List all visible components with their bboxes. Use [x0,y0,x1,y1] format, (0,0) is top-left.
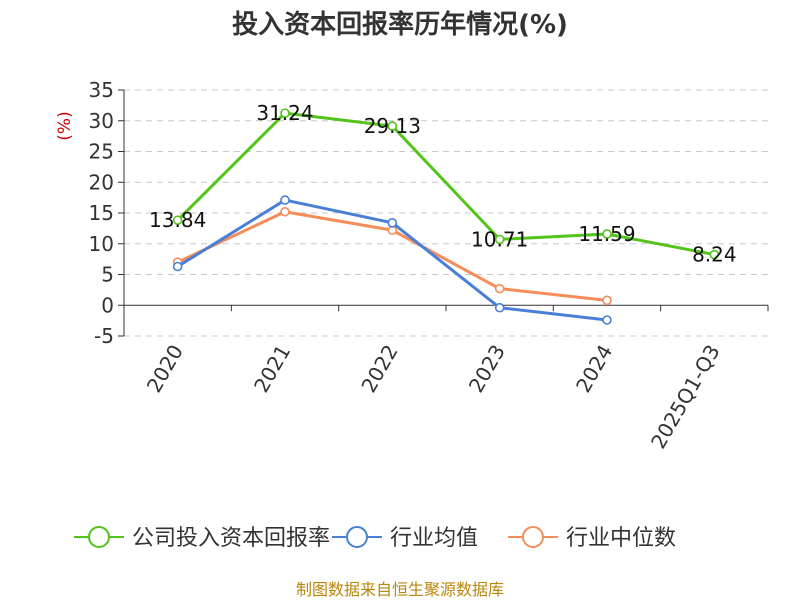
data-label: 31.24 [256,101,313,125]
y-axis-ticks: 35 30 25 20 15 10 5 0 -5 [89,78,124,348]
series-0 [172,108,720,260]
data-label: 11.59 [578,222,635,246]
legend-marker [522,526,544,548]
legend-marker [346,526,368,548]
y-tick-label: 30 [89,109,114,133]
gridlines [124,89,768,337]
y-tick-label: -5 [94,324,114,348]
legend-label: 行业均值 [390,526,478,551]
x-axis-ticks: 2020 2021 2022 2023 2024 2025Q1-Q3 [142,340,725,452]
data-point [494,283,505,294]
y-tick-label: 25 [89,140,114,164]
data-point [280,108,290,118]
series-line [176,111,715,257]
legend-item-0: 公司投入资本回报率 [74,526,330,551]
data-point [280,206,290,217]
y-tick-label: 0 [101,293,114,317]
data-point [602,295,612,306]
data-point [387,218,398,228]
data-point [172,215,183,225]
data-point [709,249,720,260]
legend-label: 行业中位数 [566,526,676,551]
x-tick-label: 2024 [571,341,617,397]
legend-item-1: 行业均值 [332,526,478,551]
source-note: 制图数据来自恒生聚源数据库 [296,580,504,599]
legend-label: 公司投入资本回报率 [132,526,330,551]
y-tick-label: 35 [89,78,114,102]
x-tick-label: 2020 [142,341,188,397]
data-point [280,195,290,205]
y-tick-label: 10 [89,232,114,256]
x-tick-label: 2025Q1-Q3 [646,341,725,453]
series-layer: 13.84 31.24 29.13 10.71 11.59 8.24 [149,101,737,325]
x-tick-label: 2022 [356,341,402,397]
data-label: 8.24 [692,243,737,267]
data-point [494,302,505,313]
y-tick-label: 20 [89,170,114,194]
data-point [172,261,183,272]
y-tick-label: 5 [101,263,114,287]
chart-title: 投入资本回报率历年情况(%) [232,9,568,40]
data-point [387,121,398,131]
y-tick-label: 15 [89,201,114,225]
series-1 [172,195,612,325]
data-label: 10.71 [471,227,528,251]
data-label: 29.13 [364,114,421,138]
data-point [602,315,612,325]
data-point [602,229,612,239]
legend: 公司投入资本回报率 行业均值 行业中位数 [74,526,676,551]
data-point [494,234,505,245]
axes [123,90,769,336]
data-label: 13.84 [149,208,206,232]
legend-item-2: 行业中位数 [508,526,676,551]
x-tick-label: 2021 [249,341,295,397]
x-tick-label: 2023 [464,340,510,396]
y-axis-label: (%) [55,111,75,140]
legend-marker [88,526,110,548]
